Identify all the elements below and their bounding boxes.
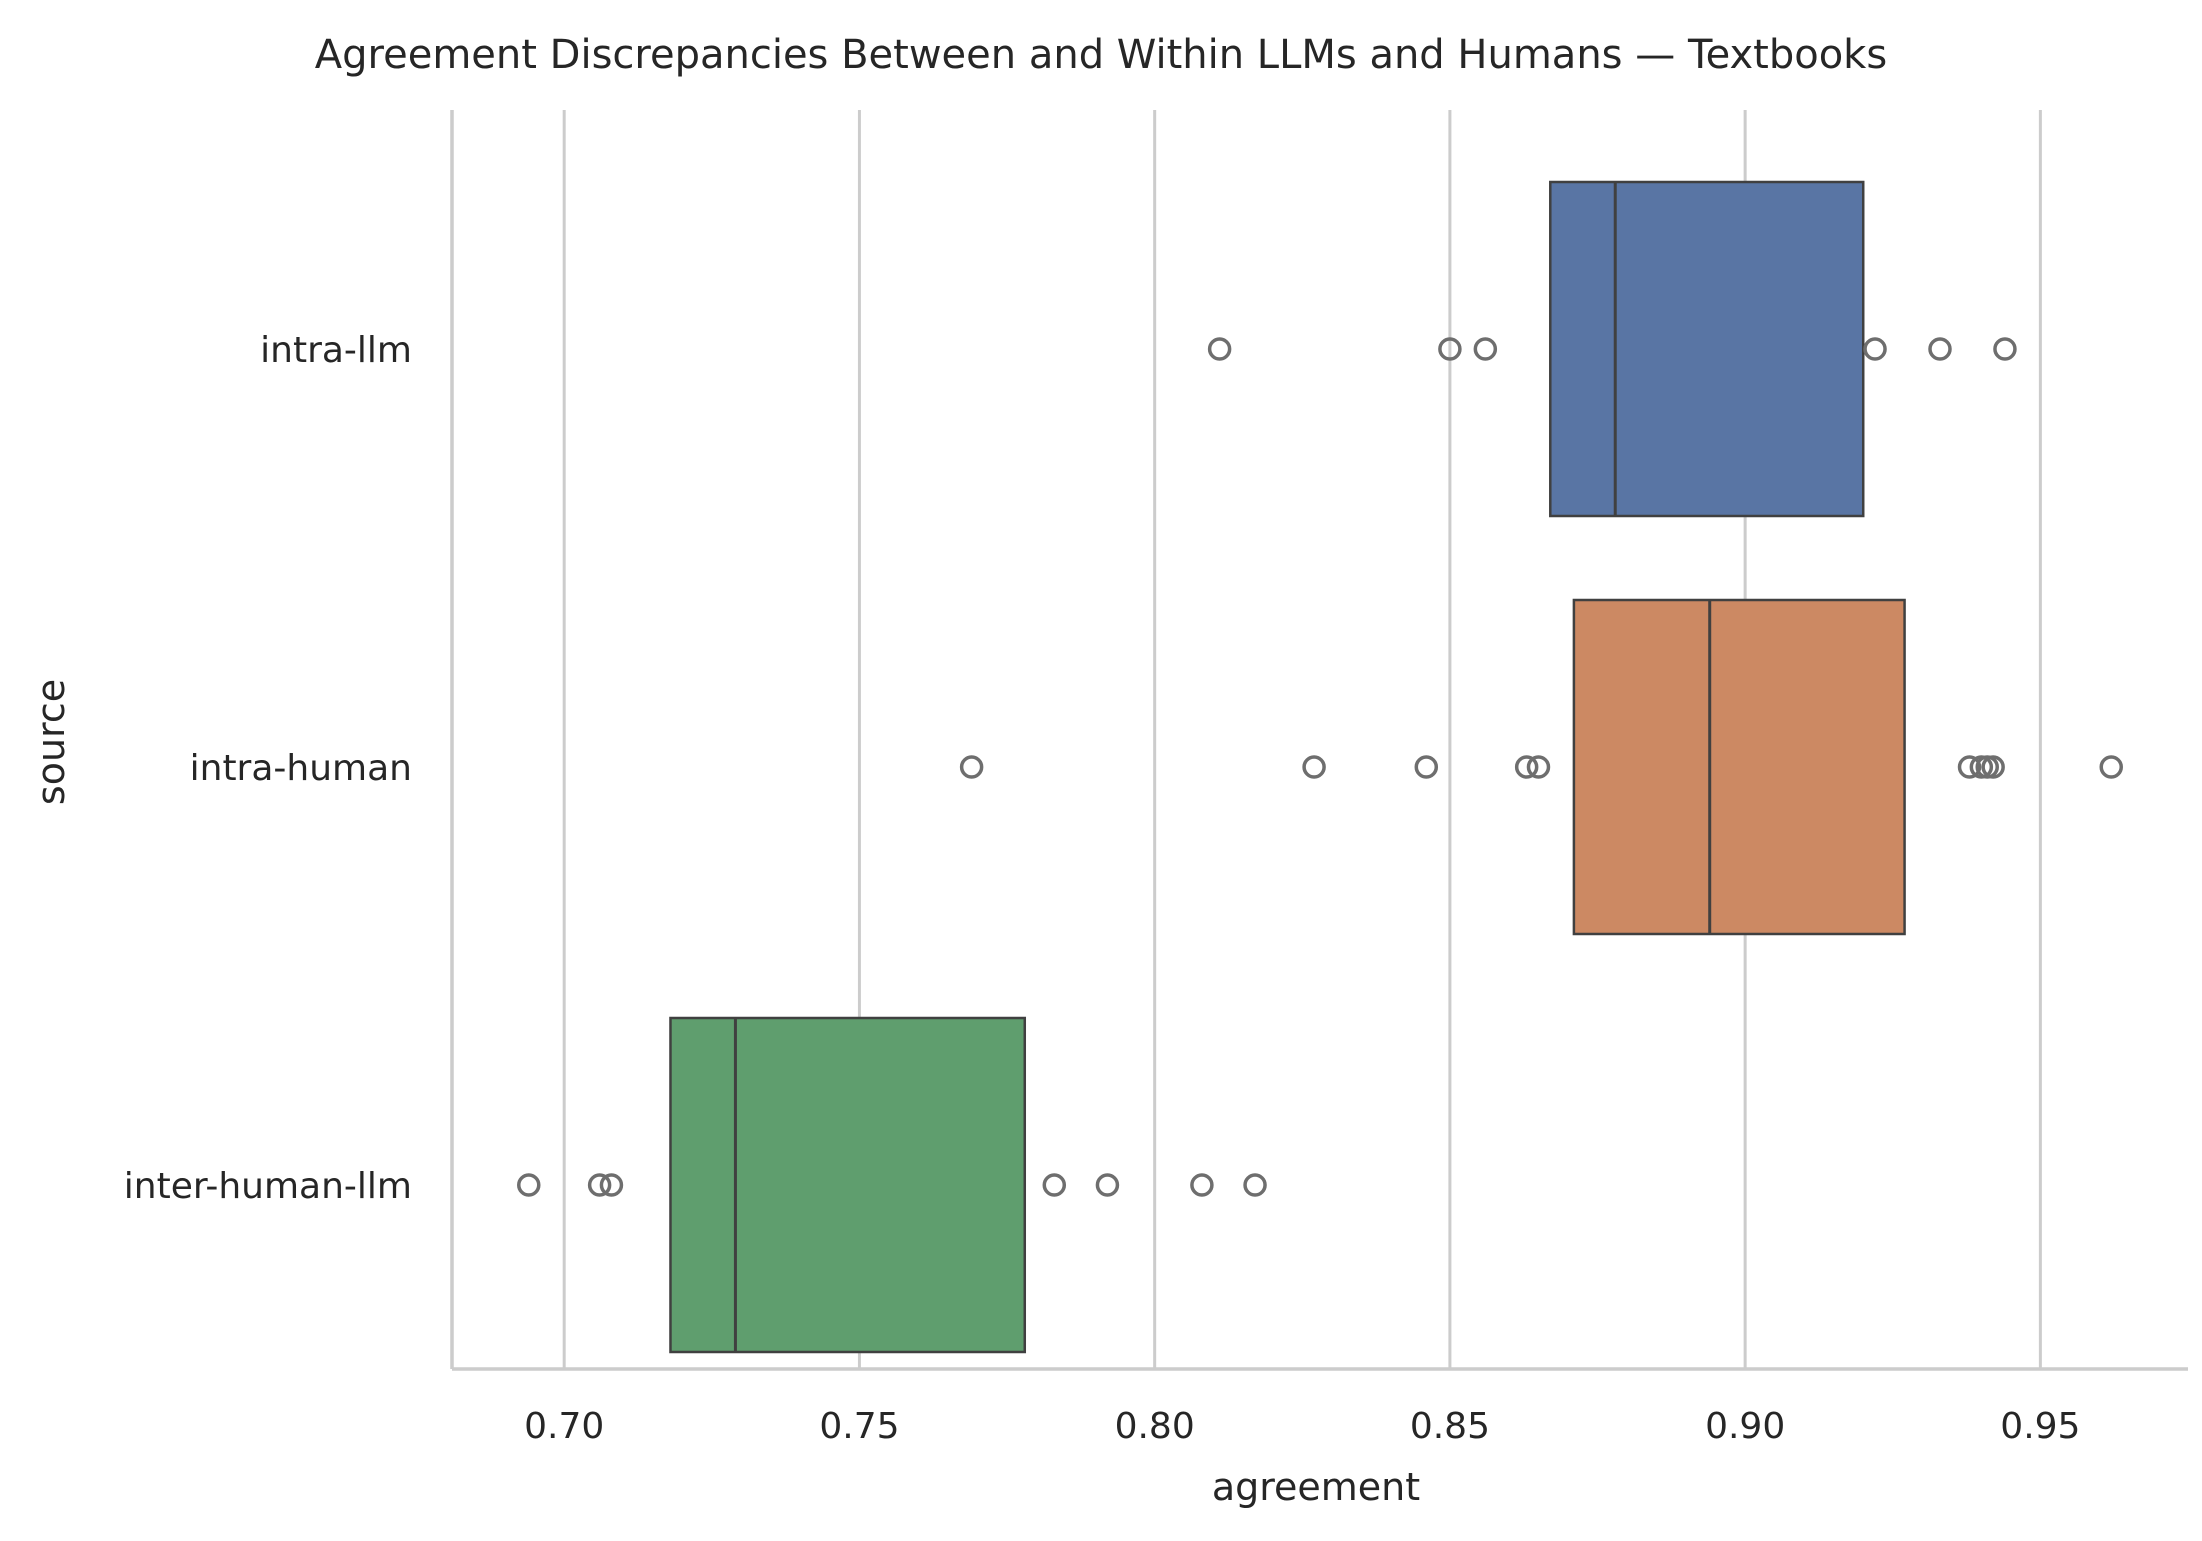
tick-labels: 0.70 0.75 0.80 0.85 0.90 0.95 intra-llm intra-h… <box>124 330 2081 1447</box>
outlier-point <box>1928 337 1952 361</box>
outlier-point <box>517 1173 541 1197</box>
y-tick-label: intra-human <box>190 748 412 789</box>
x-tick-label: 0.80 <box>1115 1406 1195 1447</box>
outlier-point <box>1514 755 1539 779</box>
outlier-point <box>1526 755 1551 779</box>
box-inter-human-llm <box>669 1016 1027 1354</box>
outlier-point <box>2099 755 2123 779</box>
outlier-point <box>1243 1173 1267 1197</box>
outlier-point <box>1414 755 1439 779</box>
box-intra-human <box>1572 598 1906 936</box>
outlier-point <box>1302 755 1326 779</box>
outlier-point <box>1863 337 1887 361</box>
outlier-point <box>1957 755 1982 779</box>
outliers <box>517 337 2123 1197</box>
outlier-point <box>599 1173 624 1197</box>
outlier-point <box>1042 1173 1067 1197</box>
x-tick-label: 0.85 <box>1410 1406 1490 1447</box>
boxes <box>669 180 1906 1354</box>
grid <box>562 110 2042 1369</box>
outlier-point <box>959 755 984 779</box>
outlier-point <box>1981 755 2005 779</box>
outlier-point <box>1095 1173 1120 1197</box>
x-tick-label: 0.75 <box>819 1406 899 1447</box>
x-tick-label: 0.95 <box>2000 1406 2080 1447</box>
x-tick-label: 0.70 <box>524 1406 604 1447</box>
x-tick-label: 0.90 <box>1705 1406 1785 1447</box>
outlier-point <box>1207 337 1232 361</box>
y-tick-label: inter-human-llm <box>124 1166 412 1207</box>
outlier-point <box>1993 337 2017 361</box>
y-tick-label: intra-llm <box>260 330 412 371</box>
x-axis-label: agreement <box>1212 1465 1420 1509</box>
chart-title: Agreement Discrepancies Between and With… <box>315 32 1887 78</box>
outlier-point <box>587 1173 612 1197</box>
box-intra-llm <box>1549 180 1865 518</box>
outlier-point <box>1190 1173 1214 1197</box>
y-axis-label: source <box>29 679 73 805</box>
outlier-point <box>1438 337 1462 361</box>
axes <box>450 110 2188 1371</box>
outlier-point <box>1473 337 1498 361</box>
